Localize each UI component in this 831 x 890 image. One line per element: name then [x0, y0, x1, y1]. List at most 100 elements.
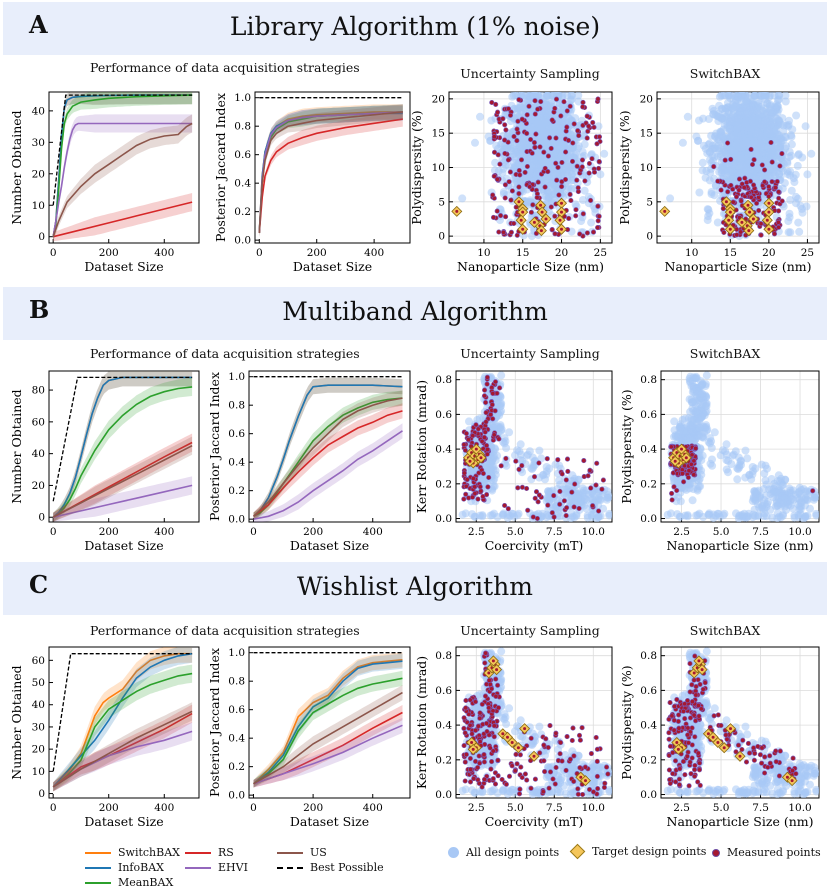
measured-point	[507, 112, 514, 118]
design-point	[670, 417, 679, 426]
measured-point	[762, 167, 768, 173]
measured-point	[508, 197, 514, 203]
design-point	[578, 148, 587, 156]
design-point	[486, 511, 495, 520]
design-point	[587, 488, 596, 497]
measured-point	[548, 145, 554, 151]
measured-point	[519, 484, 525, 490]
design-point	[594, 512, 603, 521]
measured-point	[730, 186, 736, 192]
design-point	[746, 173, 754, 182]
design-point	[781, 92, 790, 100]
measured-point	[465, 437, 471, 443]
measured-point	[517, 172, 523, 178]
band-switchbax	[253, 377, 403, 521]
measured-point	[524, 163, 530, 170]
measured-point	[492, 408, 498, 414]
design-point	[685, 480, 694, 489]
design-point	[555, 491, 564, 500]
measured-point	[596, 508, 602, 514]
measured-point	[455, 209, 459, 213]
line-ehvi	[52, 122, 193, 237]
design-point	[760, 170, 768, 179]
measured-point	[484, 442, 490, 449]
design-point	[530, 154, 539, 163]
y-tick-label: 0.6	[228, 428, 245, 440]
x-tick-label: 400	[364, 247, 384, 259]
x-axis-label: Dataset Size	[290, 538, 369, 553]
design-point	[542, 463, 551, 471]
line-best-possible	[52, 94, 193, 206]
band-infobax	[53, 371, 193, 522]
design-point	[793, 161, 802, 170]
measured-point	[536, 460, 542, 466]
measured-point	[486, 474, 492, 481]
design-point	[686, 407, 695, 416]
design-point	[713, 218, 722, 227]
measured-point	[533, 489, 540, 495]
band-us	[53, 114, 193, 242]
measured-point	[564, 505, 570, 511]
design-point	[574, 92, 583, 100]
section-subtitle: Performance of data acquisition strategi…	[90, 60, 360, 75]
series-B-number	[52, 371, 193, 522]
measured-point	[464, 477, 470, 483]
measured-point	[513, 458, 519, 464]
x-tick-label: 200	[99, 526, 119, 538]
design-point	[542, 513, 551, 522]
scatter-title: SwitchBAX	[689, 346, 761, 361]
series-A-jaccard	[258, 97, 403, 237]
measured-point	[730, 199, 736, 205]
measured-point	[736, 187, 742, 193]
measured-point	[503, 214, 509, 220]
measured-point	[494, 390, 500, 396]
measured-point	[573, 213, 579, 219]
measured-point	[538, 99, 544, 105]
measured-point	[585, 473, 591, 479]
y-tick-label: 0.8	[234, 121, 251, 133]
measured-point	[577, 231, 583, 237]
x-tick-label: 10.0	[788, 526, 811, 538]
series-A-number	[52, 92, 193, 242]
design-point	[727, 146, 736, 155]
measured-point	[532, 495, 538, 501]
design-point	[574, 97, 583, 106]
design-point	[752, 129, 761, 138]
x-tick-label: 25	[801, 247, 814, 259]
design-point	[476, 112, 484, 121]
measured-point	[532, 98, 538, 104]
measured-point	[544, 217, 548, 221]
design-point	[567, 95, 576, 104]
design-point	[715, 101, 724, 110]
design-point	[757, 148, 766, 157]
x-axis-label: Coercivity (mT)	[485, 538, 584, 553]
measured-point	[540, 210, 544, 214]
design-point	[523, 450, 532, 459]
design-point	[801, 122, 810, 131]
measured-point	[727, 218, 731, 222]
measured-point	[502, 502, 508, 509]
measured-point	[536, 492, 542, 498]
design-point	[676, 424, 685, 433]
x-tick-label: 400	[154, 526, 174, 538]
measured-point	[500, 229, 507, 235]
measured-point	[751, 217, 755, 221]
design-point	[754, 138, 763, 147]
measured-point	[759, 162, 765, 168]
design-point	[737, 154, 746, 163]
y-tick-label: 15	[640, 128, 653, 140]
measured-point	[776, 189, 782, 195]
measured-point	[573, 207, 579, 213]
y-axis-label: Posterior Jaccard Index	[207, 372, 222, 521]
design-point	[794, 218, 803, 227]
measured-point	[748, 210, 752, 214]
measured-point	[463, 491, 469, 497]
band-us	[53, 436, 193, 522]
design-point	[497, 407, 506, 416]
design-point	[695, 423, 704, 432]
design-point	[475, 414, 484, 423]
x-tick-label: 200	[307, 247, 327, 259]
design-point	[550, 148, 559, 157]
scatter-title: Uncertainty Sampling	[460, 623, 600, 638]
